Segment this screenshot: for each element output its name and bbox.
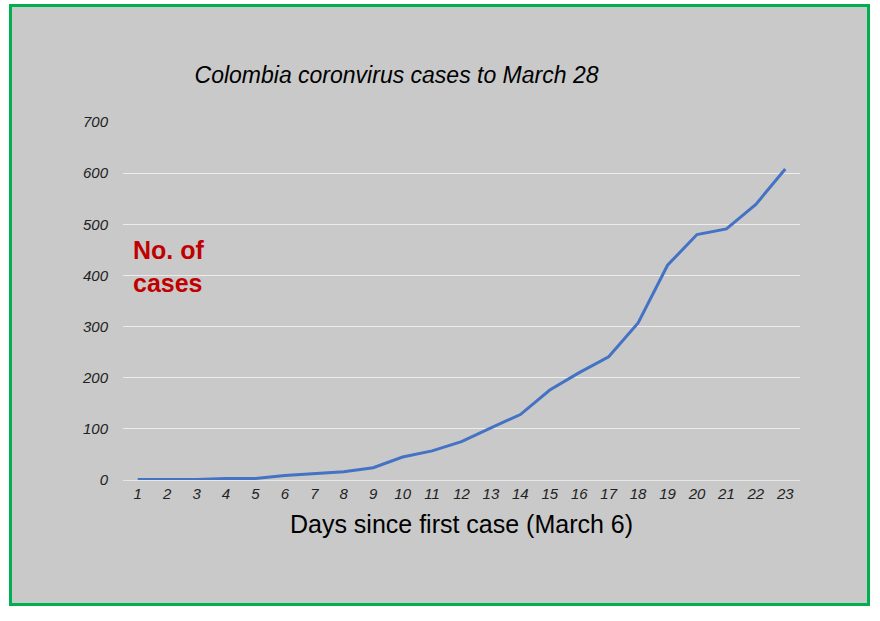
svg-text:400: 400 xyxy=(83,267,109,284)
svg-text:300: 300 xyxy=(83,318,109,335)
svg-text:18: 18 xyxy=(630,485,647,502)
svg-text:0: 0 xyxy=(100,471,109,488)
svg-text:1: 1 xyxy=(134,485,142,502)
svg-text:19: 19 xyxy=(659,485,676,502)
svg-text:13: 13 xyxy=(483,485,500,502)
svg-text:20: 20 xyxy=(688,485,706,502)
svg-text:7: 7 xyxy=(310,485,319,502)
svg-text:500: 500 xyxy=(83,216,109,233)
svg-text:700: 700 xyxy=(83,113,109,130)
svg-text:12: 12 xyxy=(453,485,470,502)
svg-text:6: 6 xyxy=(281,485,290,502)
svg-text:14: 14 xyxy=(512,485,529,502)
svg-text:21: 21 xyxy=(717,485,735,502)
svg-text:22: 22 xyxy=(747,485,765,502)
svg-text:16: 16 xyxy=(571,485,588,502)
svg-text:5: 5 xyxy=(251,485,260,502)
svg-text:3: 3 xyxy=(192,485,201,502)
svg-text:2: 2 xyxy=(162,485,172,502)
svg-text:17: 17 xyxy=(600,485,617,502)
svg-text:Colombia coronvirus cases to M: Colombia coronvirus cases to March 28 xyxy=(195,62,599,88)
svg-text:Days since first case (March 6: Days since first case (March 6) xyxy=(290,510,633,538)
svg-text:11: 11 xyxy=(424,485,440,502)
svg-text:600: 600 xyxy=(83,164,109,181)
svg-text:200: 200 xyxy=(82,369,109,386)
svg-text:8: 8 xyxy=(340,485,349,502)
svg-text:10: 10 xyxy=(394,485,411,502)
svg-text:23: 23 xyxy=(776,485,794,502)
svg-text:100: 100 xyxy=(83,420,109,437)
svg-text:9: 9 xyxy=(369,485,378,502)
svg-text:4: 4 xyxy=(222,485,230,502)
svg-text:15: 15 xyxy=(541,485,558,502)
svg-text:No. ofcases: No. ofcases xyxy=(133,236,204,297)
